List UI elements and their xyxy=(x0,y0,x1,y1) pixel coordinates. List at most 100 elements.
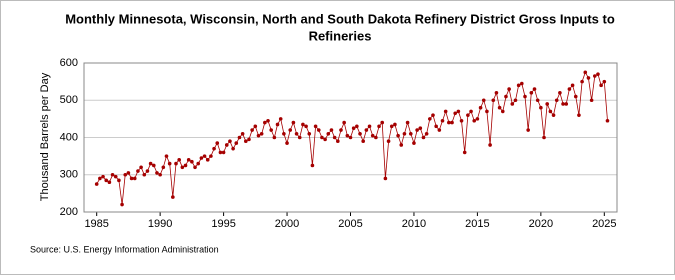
data-point xyxy=(313,124,318,129)
data-point xyxy=(218,150,223,155)
data-point xyxy=(186,158,191,162)
data-point xyxy=(228,139,232,144)
data-point xyxy=(580,79,584,84)
data-point xyxy=(548,109,553,114)
data-point xyxy=(370,133,375,138)
data-point xyxy=(405,120,410,125)
data-point xyxy=(586,76,591,80)
data-point xyxy=(567,87,572,91)
data-point xyxy=(224,143,229,147)
data-point xyxy=(136,169,140,173)
data-point xyxy=(288,128,293,132)
data-point xyxy=(504,94,508,99)
data-point xyxy=(535,98,540,103)
data-point xyxy=(250,128,254,132)
data-point xyxy=(190,159,194,164)
data-point xyxy=(158,172,162,177)
data-point xyxy=(554,98,559,103)
data-point xyxy=(589,98,594,103)
source: Source: U.S. Energy Information Administ… xyxy=(30,244,219,254)
data-point xyxy=(497,105,502,110)
data-point xyxy=(561,102,565,106)
data-point xyxy=(139,165,143,170)
data-point xyxy=(377,124,381,129)
data-point xyxy=(332,135,337,140)
data-point xyxy=(94,182,99,186)
x-tick-label: 1985 xyxy=(84,218,108,230)
data-point xyxy=(342,120,346,125)
data-point xyxy=(526,128,530,132)
data-point xyxy=(263,120,267,125)
data-point xyxy=(285,141,289,145)
data-point xyxy=(164,154,169,158)
data-point xyxy=(247,137,251,142)
y-tick-label: 400 xyxy=(60,131,78,143)
y-axis-label: Thousand Barrels per Day xyxy=(39,72,51,201)
data-point xyxy=(113,174,118,179)
data-point xyxy=(215,141,220,145)
data-point xyxy=(240,131,245,136)
data-point xyxy=(171,195,175,199)
data-point xyxy=(307,131,312,136)
data-point xyxy=(424,131,429,136)
data-point xyxy=(380,120,385,125)
data-point xyxy=(348,135,353,140)
data-point xyxy=(529,91,534,95)
data-point xyxy=(132,176,137,181)
data-point xyxy=(145,169,150,173)
data-point xyxy=(294,131,299,136)
data-point xyxy=(209,154,213,158)
chart-title: Monthly Minnesota, Wisconsin, North and … xyxy=(65,11,615,26)
data-point xyxy=(329,128,334,132)
y-tick-label: 200 xyxy=(60,206,78,218)
data-point xyxy=(577,113,581,117)
data-point xyxy=(402,131,407,136)
data-point xyxy=(358,131,362,136)
data-point xyxy=(605,118,610,123)
data-point xyxy=(297,135,302,140)
x-tick-label: 1990 xyxy=(148,218,172,230)
data-point xyxy=(323,137,327,142)
data-point xyxy=(393,122,397,127)
data-point xyxy=(129,176,134,181)
data-point xyxy=(107,180,112,184)
y-tick-label: 600 xyxy=(60,57,78,69)
data-point xyxy=(599,83,603,88)
x-tick-label: 2000 xyxy=(275,218,299,230)
data-point xyxy=(500,109,505,114)
data-point xyxy=(418,126,423,130)
data-point xyxy=(443,109,448,114)
data-point xyxy=(253,124,258,129)
data-point xyxy=(126,171,131,175)
data-point xyxy=(205,158,210,162)
data-point xyxy=(573,94,578,99)
data-point xyxy=(180,165,185,170)
data-point xyxy=(367,124,372,129)
x-tick-label: 2005 xyxy=(338,218,362,230)
data-point xyxy=(234,141,239,145)
data-point xyxy=(507,87,511,91)
data-point xyxy=(437,128,442,132)
data-point xyxy=(259,131,264,136)
data-point xyxy=(142,172,147,177)
data-point xyxy=(212,146,216,151)
data-point xyxy=(123,172,128,177)
data-point xyxy=(570,83,575,88)
data-point xyxy=(101,174,105,179)
data-point xyxy=(244,139,248,144)
data-point xyxy=(386,139,391,144)
data-point xyxy=(237,135,242,140)
data-point xyxy=(221,150,226,155)
data-point xyxy=(453,111,457,116)
plot-area xyxy=(83,62,618,213)
data-point xyxy=(583,70,588,75)
data-point xyxy=(326,131,331,136)
data-point xyxy=(475,117,480,121)
data-point xyxy=(202,154,207,158)
data-point xyxy=(275,122,280,127)
data-point xyxy=(364,128,369,132)
data-point xyxy=(558,91,562,95)
data-point xyxy=(266,118,270,123)
data-point xyxy=(450,120,454,125)
data-point xyxy=(345,133,350,138)
